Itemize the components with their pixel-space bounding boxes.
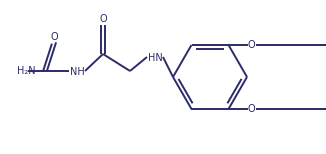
Text: O: O bbox=[50, 32, 58, 42]
Text: O: O bbox=[248, 104, 255, 114]
Text: O: O bbox=[99, 14, 107, 24]
Text: H₂N: H₂N bbox=[17, 66, 36, 76]
Text: NH: NH bbox=[70, 67, 84, 77]
Text: O: O bbox=[248, 40, 255, 50]
Text: HN: HN bbox=[148, 53, 162, 63]
